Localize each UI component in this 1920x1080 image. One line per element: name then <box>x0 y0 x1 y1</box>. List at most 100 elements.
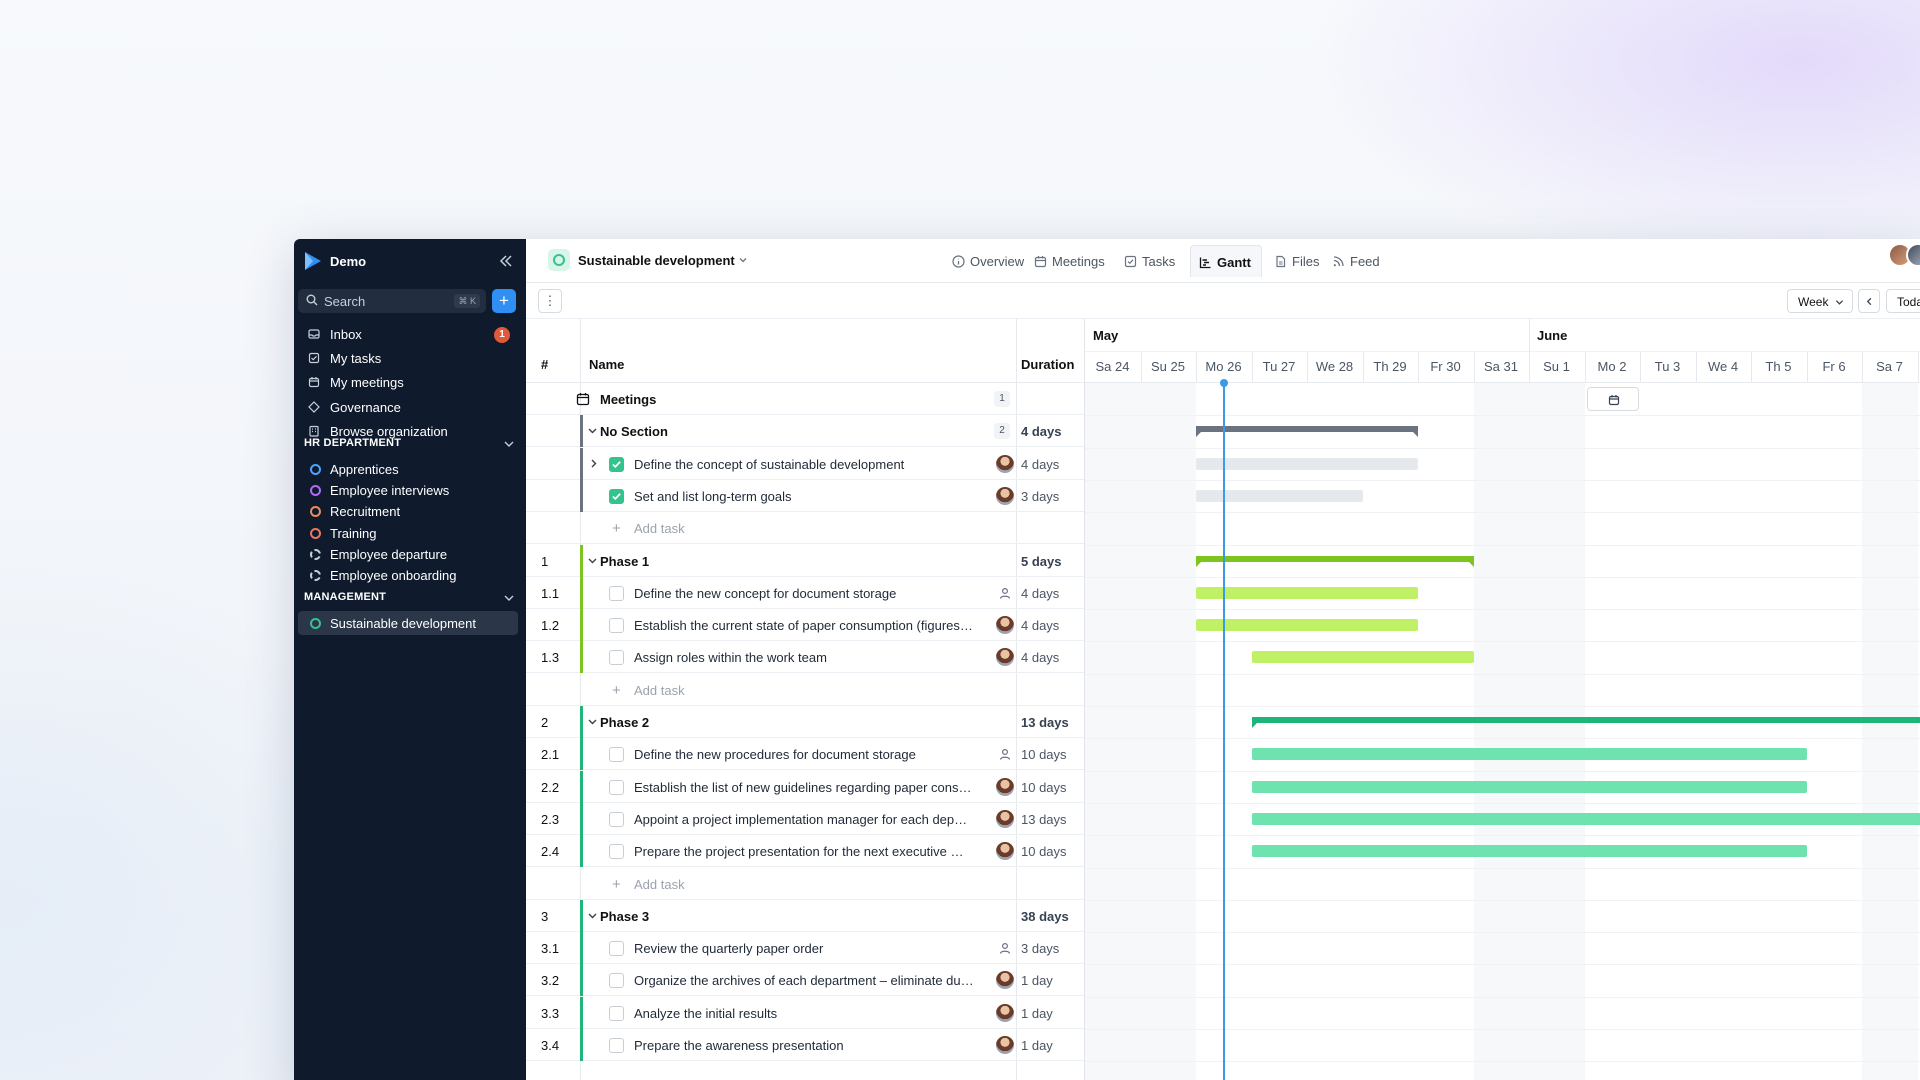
task-name[interactable]: Organize the archives of each department… <box>634 973 974 989</box>
project-item[interactable]: Training <box>298 521 518 545</box>
workspace-header[interactable]: Demo <box>304 251 516 271</box>
add-task-button[interactable]: Add task <box>634 521 685 537</box>
assignee-avatar[interactable] <box>996 1036 1014 1054</box>
task-bar[interactable] <box>1251 780 1807 793</box>
tab-tasks[interactable]: Tasks <box>1116 245 1184 277</box>
collapse-sidebar-icon[interactable] <box>498 253 514 269</box>
table-row[interactable]: 3.4 Prepare the awareness presentation 1 d… <box>526 1029 1084 1061</box>
assignee-avatar[interactable] <box>996 648 1014 667</box>
task-bar[interactable] <box>1251 651 1474 664</box>
assignee-avatar[interactable] <box>996 616 1014 635</box>
task-name[interactable]: Define the new concept for document stor… <box>634 585 897 601</box>
assignee-placeholder[interactable] <box>996 584 1014 602</box>
table-row[interactable]: 2.4 Prepare the project presentation for … <box>526 835 1084 868</box>
task-name[interactable]: Establish the list of new guidelines reg… <box>634 779 974 795</box>
task-checkbox[interactable] <box>609 585 624 601</box>
task-checkbox[interactable] <box>609 1005 624 1021</box>
task-checkbox[interactable] <box>609 650 624 666</box>
table-row[interactable]: Meetings 1 <box>526 383 1084 415</box>
sidebar-item-inbox[interactable]: Inbox 1 <box>298 321 518 347</box>
add-task-row[interactable]: + Add task <box>526 512 1084 545</box>
task-bar[interactable] <box>1196 489 1363 502</box>
project-item[interactable]: Apprentices <box>298 457 518 481</box>
assignee-avatar[interactable] <box>996 842 1014 861</box>
assignee-placeholder[interactable] <box>996 939 1014 957</box>
task-bar[interactable] <box>1251 748 1807 761</box>
summary-bar[interactable] <box>1196 426 1418 433</box>
project-item[interactable]: Employee interviews <box>298 478 518 502</box>
section-header[interactable]: HR DEPARTMENT <box>304 437 516 453</box>
tab-feed[interactable]: Feed <box>1324 245 1384 277</box>
project-item[interactable]: Employee departure <box>298 542 518 566</box>
task-name[interactable]: Analyze the initial results <box>634 1005 778 1021</box>
task-bar[interactable] <box>1251 812 1920 825</box>
create-button[interactable]: + <box>492 289 516 313</box>
task-checkbox[interactable] <box>609 941 624 957</box>
table-row[interactable]: 2.3 Appoint a project implementation mana… <box>526 802 1084 835</box>
members-avatars[interactable] <box>1874 243 1920 269</box>
task-name[interactable]: Set and list long-term goals <box>634 488 792 504</box>
task-name[interactable]: Review the quarterly paper order <box>634 941 824 957</box>
today-button[interactable]: Today <box>1886 289 1920 313</box>
task-checkbox[interactable] <box>609 747 624 763</box>
add-task-button[interactable]: Add task <box>634 876 685 892</box>
task-name[interactable]: Prepare the awareness presentation <box>634 1038 844 1053</box>
section-header[interactable]: MANAGEMENT <box>304 591 516 607</box>
tab-files[interactable]: Files <box>1266 245 1320 277</box>
table-row[interactable]: 1.2 Establish the current state of paper … <box>526 609 1084 642</box>
table-row[interactable]: Set and list long-term goals 3 days <box>526 479 1084 512</box>
task-name[interactable]: Prepare the project presentation for the… <box>634 844 974 860</box>
task-name[interactable]: Assign roles within the work team <box>634 650 827 666</box>
summary-bar[interactable] <box>1251 717 1920 723</box>
table-row[interactable]: 3.2 Organize the archives of each departm… <box>526 964 1084 997</box>
task-checkbox[interactable] <box>609 618 624 634</box>
scale-select[interactable]: Week <box>1787 289 1853 313</box>
sidebar-item-browse-organization[interactable]: Browse organization <box>298 418 518 444</box>
project-item[interactable]: Employee onboarding <box>298 563 518 587</box>
search-input[interactable] <box>324 289 444 313</box>
assignee-avatar[interactable] <box>996 486 1014 505</box>
table-row[interactable]: 3.3 Analyze the initial results 1 day <box>526 996 1084 1029</box>
add-task-row[interactable]: + Add task <box>526 868 1084 900</box>
summary-bar[interactable] <box>1196 555 1474 562</box>
task-bar[interactable] <box>1196 586 1418 599</box>
task-name[interactable]: Define the new procedures for document s… <box>634 747 916 763</box>
previous-button[interactable] <box>1858 289 1880 313</box>
project-item[interactable]: Sustainable development <box>298 611 518 636</box>
table-row[interactable]: 2.2 Establish the list of new guidelines … <box>526 770 1084 803</box>
sidebar-item-my-meetings[interactable]: My meetings <box>298 369 518 395</box>
task-bar[interactable] <box>1196 619 1418 632</box>
tab-gantt[interactable]: Gantt <box>1190 245 1262 277</box>
more-options-button[interactable]: ⋮ <box>538 289 562 313</box>
task-bar[interactable] <box>1196 457 1418 470</box>
add-task-button[interactable]: Add task <box>634 682 685 698</box>
task-checkbox[interactable] <box>609 973 624 989</box>
task-checkbox[interactable] <box>609 488 624 504</box>
task-checkbox[interactable] <box>609 811 624 827</box>
assignee-avatar[interactable] <box>996 454 1014 473</box>
table-row[interactable]: 3.1 Review the quarterly paper order 3 day… <box>526 932 1084 965</box>
task-checkbox[interactable] <box>609 779 624 795</box>
assignee-avatar[interactable] <box>996 1003 1014 1022</box>
assignee-avatar[interactable] <box>996 809 1014 828</box>
table-row[interactable]: 1.3 Assign roles within the work team 4 da… <box>526 641 1084 674</box>
project-item[interactable]: Recruitment <box>298 499 518 523</box>
task-name[interactable]: Establish the current state of paper con… <box>634 618 974 634</box>
task-checkbox[interactable] <box>609 1038 624 1053</box>
task-checkbox[interactable] <box>609 456 624 472</box>
task-checkbox[interactable] <box>609 844 624 860</box>
meeting-marker[interactable] <box>1586 387 1639 411</box>
sidebar-item-my-tasks[interactable]: My tasks <box>298 345 518 371</box>
task-name[interactable]: Define the concept of sustainable develo… <box>634 456 905 472</box>
table-row[interactable]: 2.1 Define the new procedures for documen… <box>526 738 1084 771</box>
task-name[interactable]: Appoint a project implementation manager… <box>634 811 974 827</box>
assignee-placeholder[interactable] <box>996 745 1014 763</box>
task-bar[interactable] <box>1251 845 1807 858</box>
assignee-avatar[interactable] <box>996 971 1014 990</box>
tab-meetings[interactable]: Meetings <box>1026 245 1112 277</box>
search-box[interactable]: ⌘ K <box>298 289 486 313</box>
sidebar-item-governance[interactable]: Governance <box>298 394 518 420</box>
tab-overview[interactable]: Overview <box>944 245 1024 277</box>
add-task-row[interactable]: + Add task <box>526 674 1084 706</box>
assignee-avatar[interactable] <box>996 777 1014 796</box>
